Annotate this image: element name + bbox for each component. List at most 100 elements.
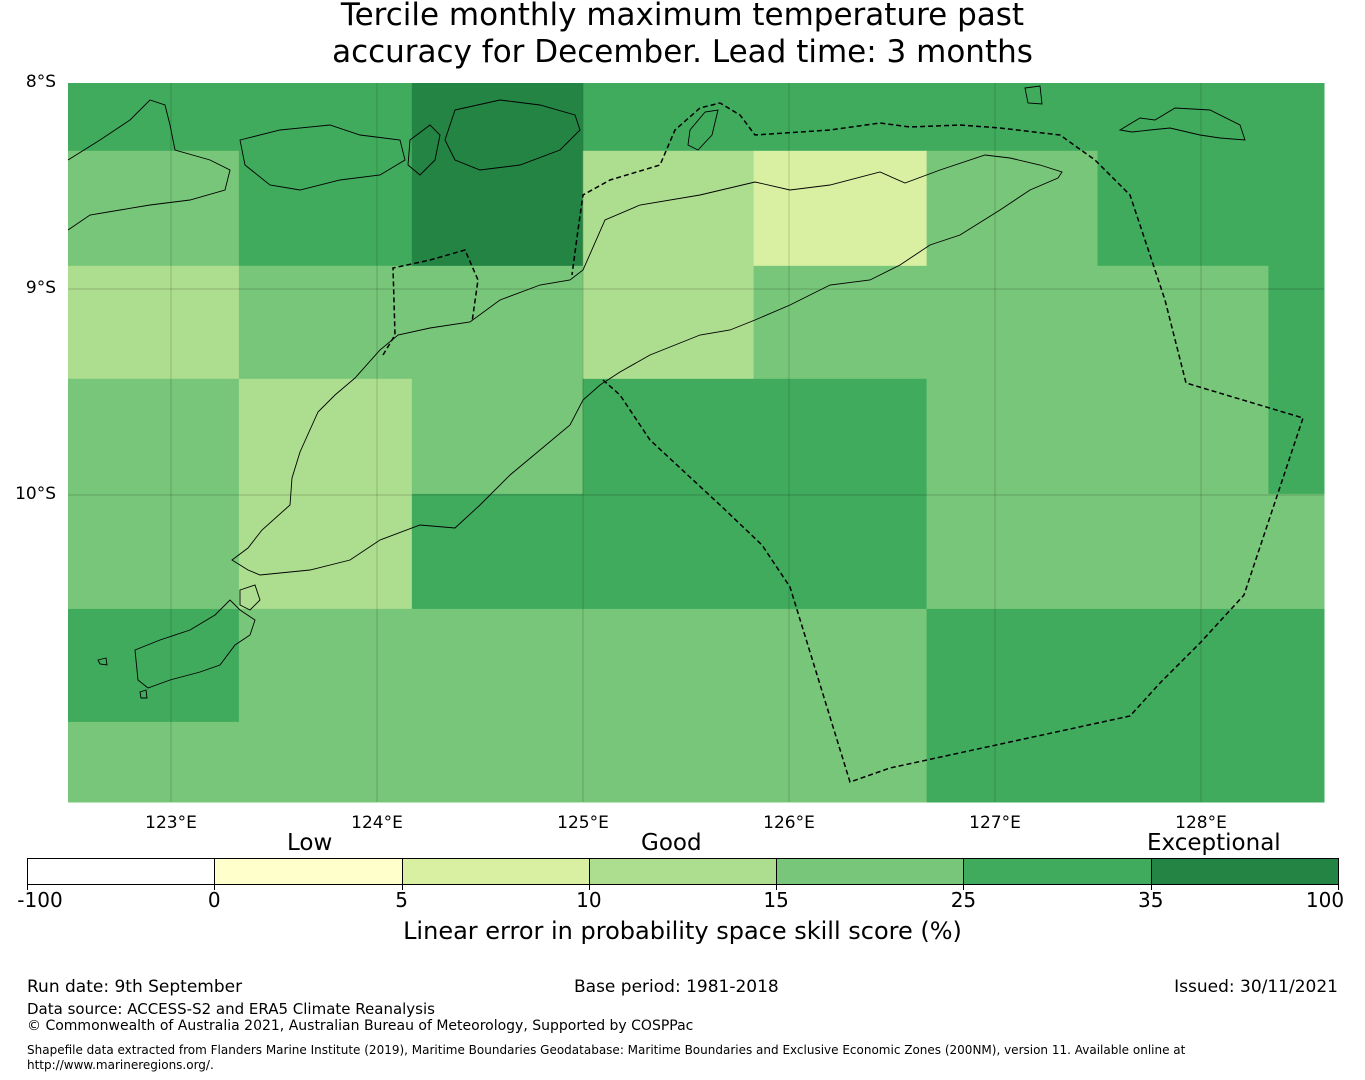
- skill-cell-r3-c6: [1097, 378, 1269, 495]
- colorbar-tick-label-5: 25: [950, 888, 977, 912]
- skill-cell-r6-c6: [1097, 721, 1269, 803]
- skill-cell-r6-c2: [411, 721, 584, 803]
- colorbar-tick-7: [1338, 885, 1339, 890]
- skill-cell-r3-c0: [68, 378, 240, 495]
- category-good: Good: [641, 830, 702, 856]
- coastlines: [67, 85, 1246, 699]
- skill-cell-r6-c4: [753, 721, 928, 803]
- skill-cell-r6-c7: [1268, 721, 1325, 803]
- skill-cell-r4-c2: [411, 493, 584, 610]
- skill-cell-r6-c0: [68, 721, 240, 803]
- skill-cell-r0-c7: [1268, 83, 1325, 152]
- skill-cell-r2-c0: [68, 265, 240, 380]
- skill-cell-r0-c4: [753, 83, 928, 152]
- small-island-1: [1024, 85, 1043, 105]
- category-low: Low: [287, 830, 333, 856]
- skill-map: [67, 83, 1325, 803]
- skill-cell-r6-c5: [926, 721, 1099, 803]
- skill-cell-r5-c3: [582, 608, 755, 723]
- skill-cell-r3-c1: [238, 378, 413, 495]
- colorbar-tick-label-2: 5: [395, 888, 408, 912]
- colorbar-tick-2: [401, 885, 403, 890]
- colorbar-segment-1: [214, 858, 403, 885]
- skill-cell-r0-c0: [68, 83, 240, 152]
- skill-cell-r4-c7: [1268, 493, 1325, 610]
- data-source: Data source: ACCESS-S2 and ERA5 Climate …: [27, 1000, 435, 1018]
- lat-label-8s: 8°S: [25, 72, 56, 92]
- skill-cell-r4-c0: [68, 493, 240, 610]
- skill-cell-r1-c0: [68, 150, 240, 267]
- skill-cell-r2-c3: [582, 265, 755, 380]
- timor-coastline: [231, 154, 1063, 576]
- skill-cell-r1-c4: [753, 150, 928, 267]
- skill-cell-r0-c3: [582, 83, 755, 152]
- rote-coastline: [134, 599, 256, 689]
- skill-cell-r5-c4: [753, 608, 928, 723]
- skill-cell-r5-c0: [68, 608, 240, 723]
- skill-cell-r2-c2: [411, 265, 584, 380]
- colorbar-segment-0: [27, 858, 216, 885]
- map-title-line2: accuracy for December. Lead time: 3 mont…: [332, 34, 1033, 70]
- skill-cell-r1-c6: [1097, 150, 1269, 267]
- skill-cell-r5-c6: [1097, 608, 1269, 723]
- skill-cell-r4-c1: [238, 493, 413, 610]
- alor-coastline: [444, 99, 581, 171]
- skill-cell-r4-c3: [582, 493, 755, 610]
- skill-cell-r1-c3: [582, 150, 755, 267]
- skill-cell-r0-c5: [926, 83, 1099, 152]
- colorbar-tick-label-1: 0: [207, 888, 221, 912]
- colorbar-tick-5: [963, 885, 965, 890]
- atauro-coastline: [687, 109, 719, 151]
- pantar-coastline: [407, 124, 441, 176]
- skill-cell-r5-c2: [411, 608, 584, 723]
- colorbar-label: Linear error in probability space skill …: [403, 917, 962, 945]
- small-island-2: [97, 657, 108, 666]
- skill-cell-r1-c2: [411, 150, 584, 267]
- flores-coastline: [67, 99, 231, 231]
- lon-label-127e: 127°E: [969, 813, 1021, 833]
- skill-cell-r3-c4: [753, 378, 928, 495]
- skill-cell-r3-c3: [582, 378, 755, 495]
- colorbar-tick-label-0: -100: [17, 888, 63, 912]
- skill-cell-r6-c3: [582, 721, 755, 803]
- skill-cell-r1-c5: [926, 150, 1099, 267]
- colorbar-tick-4: [776, 885, 778, 890]
- skill-cell-r1-c7: [1268, 150, 1325, 267]
- colorbar-tick-0: [27, 885, 28, 890]
- skill-cell-r2-c5: [926, 265, 1099, 380]
- skill-cell-r4-c6: [1097, 493, 1269, 610]
- graticule: [68, 83, 1324, 802]
- wetar-coastline: [1118, 107, 1246, 141]
- colorbar-tick-6: [1150, 885, 1152, 890]
- colorbar-tick-3: [588, 885, 590, 890]
- run-date: Run date: 9th September: [27, 977, 243, 997]
- small-island-3: [139, 689, 148, 699]
- lembata-coastline: [239, 124, 406, 191]
- colorbar-segment-5: [963, 858, 1152, 885]
- lon-label-126e: 126°E: [763, 813, 815, 833]
- colorbar-tick-label-7: 100: [1305, 888, 1345, 912]
- shapefile-credit-line2: http://www.marineregions.org/.: [27, 1058, 214, 1072]
- semau-coastline: [239, 584, 261, 611]
- colorbar-tick-label-4: 15: [763, 888, 789, 912]
- lon-label-128e: 128°E: [1175, 813, 1227, 833]
- lon-label-125e: 125°E: [557, 813, 609, 833]
- oecusse-eez: [382, 249, 479, 356]
- category-exceptional: Exceptional: [1147, 830, 1281, 856]
- skill-cell-r3-c5: [926, 378, 1099, 495]
- copyright: © Commonwealth of Australia 2021, Austra…: [27, 1018, 694, 1034]
- skill-cell-r0-c1: [238, 83, 413, 152]
- issued-date: Issued: 30/11/2021: [1174, 977, 1338, 997]
- skill-grid-cells: [68, 83, 1325, 803]
- skill-cell-r2-c7: [1268, 265, 1325, 380]
- skill-cell-r5-c7: [1268, 608, 1325, 723]
- skill-cell-r4-c4: [753, 493, 928, 610]
- lon-label-124e: 124°E: [351, 813, 403, 833]
- colorbar-segment-2: [401, 858, 590, 885]
- shapefile-credit-line1: Shapefile data extracted from Flanders M…: [27, 1043, 1186, 1057]
- skill-cell-r5-c1: [238, 608, 413, 723]
- colorbar-segment-6: [1150, 858, 1339, 885]
- skill-cell-r6-c1: [238, 721, 413, 803]
- base-period: Base period: 1981-2018: [574, 977, 779, 997]
- timor-leste-eez: [571, 102, 1304, 783]
